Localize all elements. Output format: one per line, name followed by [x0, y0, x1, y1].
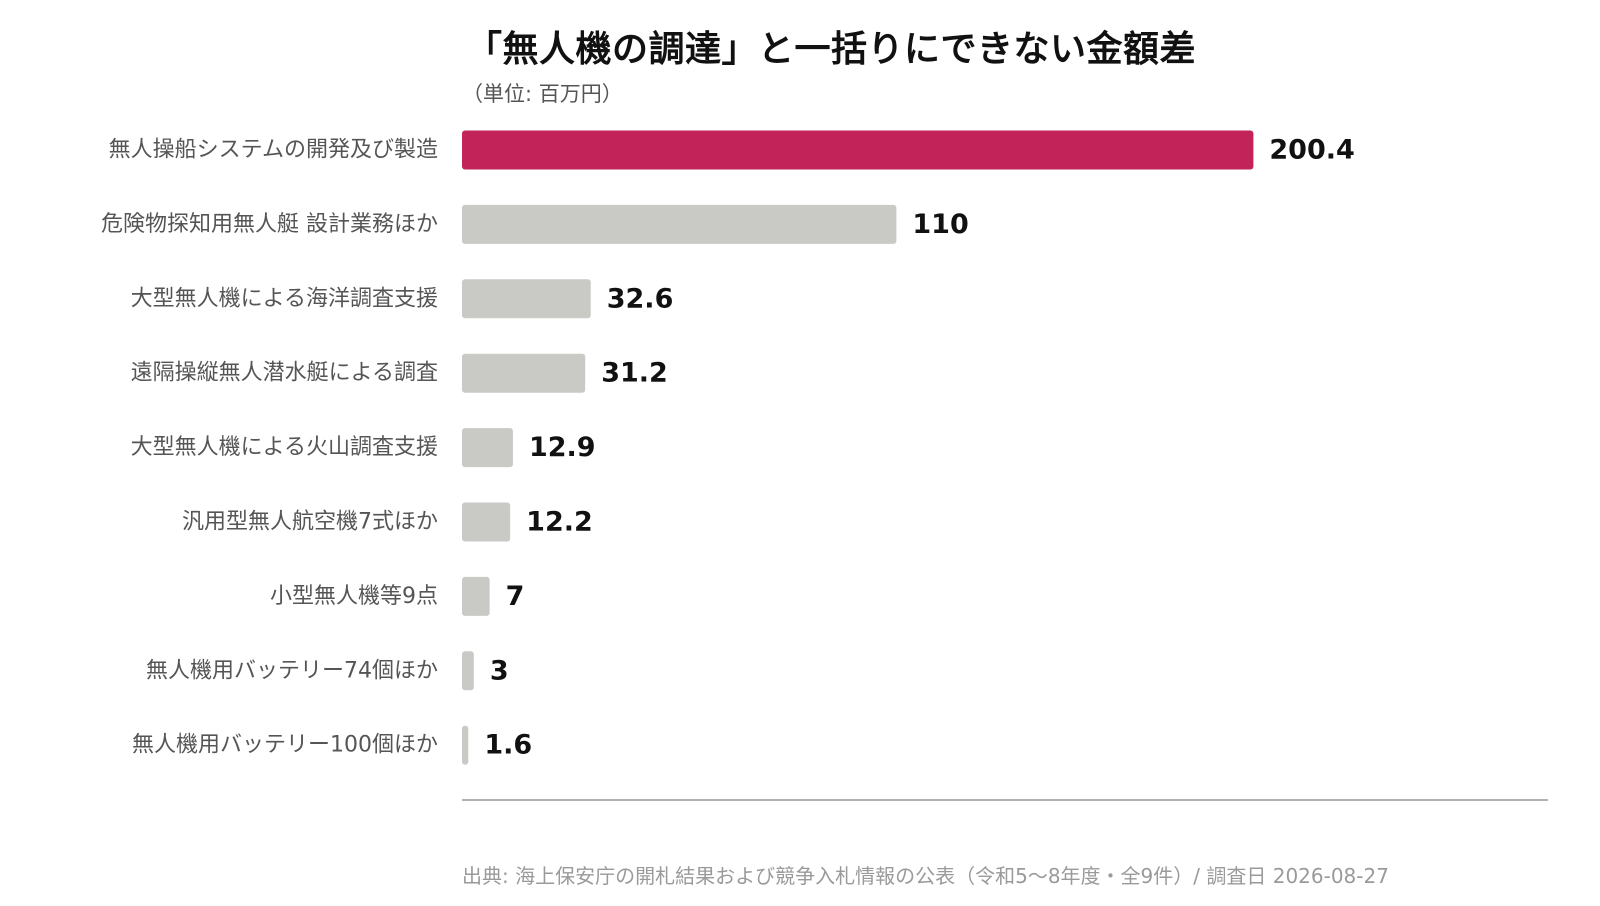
value-label: 12.2 [526, 507, 593, 538]
category-label: 小型無人機等9点 [270, 584, 438, 609]
category-label: 遠隔操縦無人潜水艇による調査 [131, 361, 438, 386]
category-label: 無人機用バッテリー100個ほか [132, 733, 438, 758]
bar [462, 428, 513, 468]
value-label: 1.6 [484, 730, 532, 761]
bar [462, 279, 591, 319]
value-label: 110 [912, 209, 968, 240]
category-label: 大型無人機による火山調査支援 [131, 435, 438, 460]
value-label: 31.2 [601, 358, 668, 389]
bar [462, 204, 897, 244]
bar [462, 725, 469, 765]
category-label: 無人操船システムの開発及び製造 [109, 138, 438, 163]
chart-title: 「無人機の調達」と一括りにできない金額差 [466, 29, 1197, 70]
chart-unit-subtitle: （単位: 百万円） [462, 82, 623, 106]
bar [462, 502, 511, 542]
category-label: 無人機用バッテリー74個ほか [146, 658, 438, 683]
value-label: 12.9 [529, 432, 596, 463]
category-label: 危険物探知用無人艇 設計業務ほか [101, 212, 438, 237]
value-label: 32.6 [607, 283, 674, 314]
value-label: 7 [506, 581, 525, 612]
bar [462, 353, 586, 393]
bar [462, 130, 1254, 170]
value-label: 200.4 [1269, 135, 1354, 166]
category-label: 大型無人機による海洋調査支援 [131, 286, 438, 311]
bar [462, 651, 474, 691]
bar [462, 576, 490, 616]
source-note: 出典: 海上保安庁の開札結果および競争入札情報の公表（令和5〜8年度・全9件）/… [462, 864, 1389, 888]
category-label: 汎用型無人航空機7式ほか [182, 510, 438, 535]
value-label: 3 [490, 655, 509, 686]
